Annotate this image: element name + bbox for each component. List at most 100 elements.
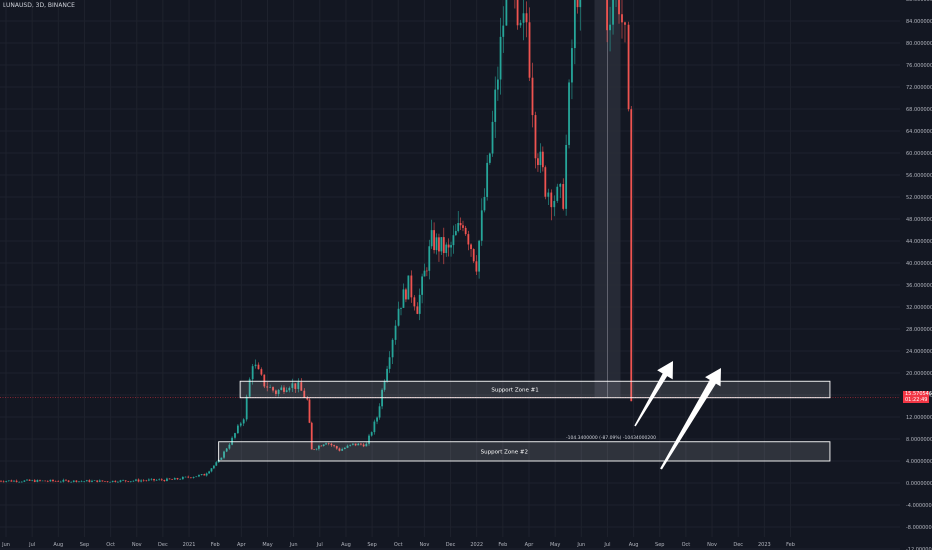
candle-body — [320, 445, 323, 447]
y-tick-label: 72.0000000 — [906, 85, 932, 91]
candle-body — [496, 79, 499, 90]
y-tick-label: 68.0000000 — [906, 107, 932, 113]
candle-body — [354, 443, 357, 446]
candle-body — [531, 77, 534, 116]
candle-body — [440, 237, 443, 252]
candle-body — [228, 444, 231, 449]
candle-body — [621, 14, 623, 23]
candle-body — [317, 445, 320, 449]
x-tick-label: Feb — [498, 542, 507, 548]
candle-body — [158, 479, 161, 480]
candle-body — [116, 481, 119, 483]
candle-body — [122, 480, 124, 481]
candle-body — [472, 249, 475, 262]
candle-body — [505, 0, 508, 26]
arrow[interactable] — [660, 368, 721, 470]
candle-body — [423, 270, 426, 277]
y-tick-label: 88.0000000 — [906, 0, 932, 3]
x-tick-label: Aug — [53, 542, 63, 548]
candle-body — [231, 437, 233, 445]
arrows[interactable] — [634, 361, 721, 470]
x-tick-label: Nov — [707, 542, 717, 548]
y-tick-label: 60.0000000 — [906, 151, 932, 157]
candle-body — [576, 0, 579, 8]
candle-body — [391, 339, 394, 358]
candle-body — [402, 289, 405, 308]
candle-body — [475, 261, 478, 272]
candle-body — [407, 275, 410, 300]
candle-body — [111, 480, 114, 482]
candle-body — [57, 481, 60, 482]
candle-body — [129, 481, 132, 482]
y-tick-label: 64.0000000 — [906, 129, 932, 135]
candle-body — [147, 479, 150, 481]
x-tick-label: Jul — [316, 542, 323, 548]
grid — [0, 0, 900, 550]
candle-body — [413, 297, 416, 307]
candle-body — [114, 480, 117, 482]
candle-body — [394, 325, 397, 340]
candle-body — [330, 443, 333, 446]
x-tick-label: Oct — [106, 542, 115, 548]
support-zone[interactable] — [218, 441, 831, 462]
arrow[interactable] — [634, 361, 673, 427]
candle-body — [192, 477, 195, 478]
x-tick-label: May — [262, 542, 272, 548]
candle-body — [310, 422, 313, 450]
candle-body — [160, 479, 163, 481]
x-tick-label: Sep — [80, 542, 89, 548]
y-tick-label: -12.0000000 — [906, 547, 932, 550]
candle-body — [365, 443, 368, 447]
candle-body — [257, 364, 260, 370]
candle-body — [153, 478, 155, 481]
candle-body — [349, 444, 352, 446]
y-tick-label: 80.0000000 — [906, 41, 932, 47]
candle-body — [234, 433, 236, 438]
candle-body — [405, 289, 407, 300]
candle-body — [263, 374, 266, 387]
candle-body — [360, 443, 362, 445]
candle-body — [327, 443, 330, 444]
measure-box[interactable]: -104.3400000 (-87.09%) -10434000200 — [566, 0, 656, 441]
candle-body — [59, 481, 62, 483]
y-tick-label: 40.0000000 — [906, 261, 932, 267]
candle-body — [166, 478, 168, 482]
candle-body — [612, 0, 614, 25]
measure-label: -104.3400000 (-87.09%) -10434000200 — [566, 435, 656, 441]
candle-body — [421, 276, 424, 295]
candle-body — [486, 162, 489, 197]
candle-body — [31, 480, 34, 481]
x-tick-label: Apr — [525, 542, 535, 548]
x-tick-label: Dec — [158, 542, 168, 548]
candle-body — [525, 13, 528, 23]
candle-body — [416, 306, 419, 314]
candle-body — [187, 476, 190, 478]
candle-body — [467, 234, 470, 245]
candle-body — [618, 0, 620, 15]
candle-body — [75, 480, 78, 482]
candle-body — [18, 481, 21, 483]
candle-body — [544, 167, 547, 197]
candle-body — [181, 476, 184, 480]
candle-body — [20, 481, 23, 483]
candle-body — [488, 153, 491, 163]
y-tick-label: 12.0000000 — [906, 415, 932, 421]
candle-body — [457, 223, 460, 232]
candle-body — [0, 480, 2, 482]
candle-body — [80, 481, 83, 482]
candle-body — [606, 0, 608, 31]
candle-body — [210, 468, 213, 472]
symbol-header: LUNAUSD, 3D, BINANCE — [3, 2, 75, 9]
candle-body — [62, 479, 65, 482]
support-zone[interactable] — [239, 380, 831, 399]
candle-body — [378, 406, 381, 418]
candle-body — [571, 48, 573, 83]
support-zones[interactable]: Support Zone #1 Support Zone #2 — [218, 380, 831, 462]
candle-body — [499, 36, 502, 80]
candle-body — [452, 235, 455, 246]
candle-body — [272, 387, 274, 391]
candle-body — [36, 479, 39, 482]
candle-body — [155, 479, 158, 481]
candle-body — [562, 184, 565, 209]
